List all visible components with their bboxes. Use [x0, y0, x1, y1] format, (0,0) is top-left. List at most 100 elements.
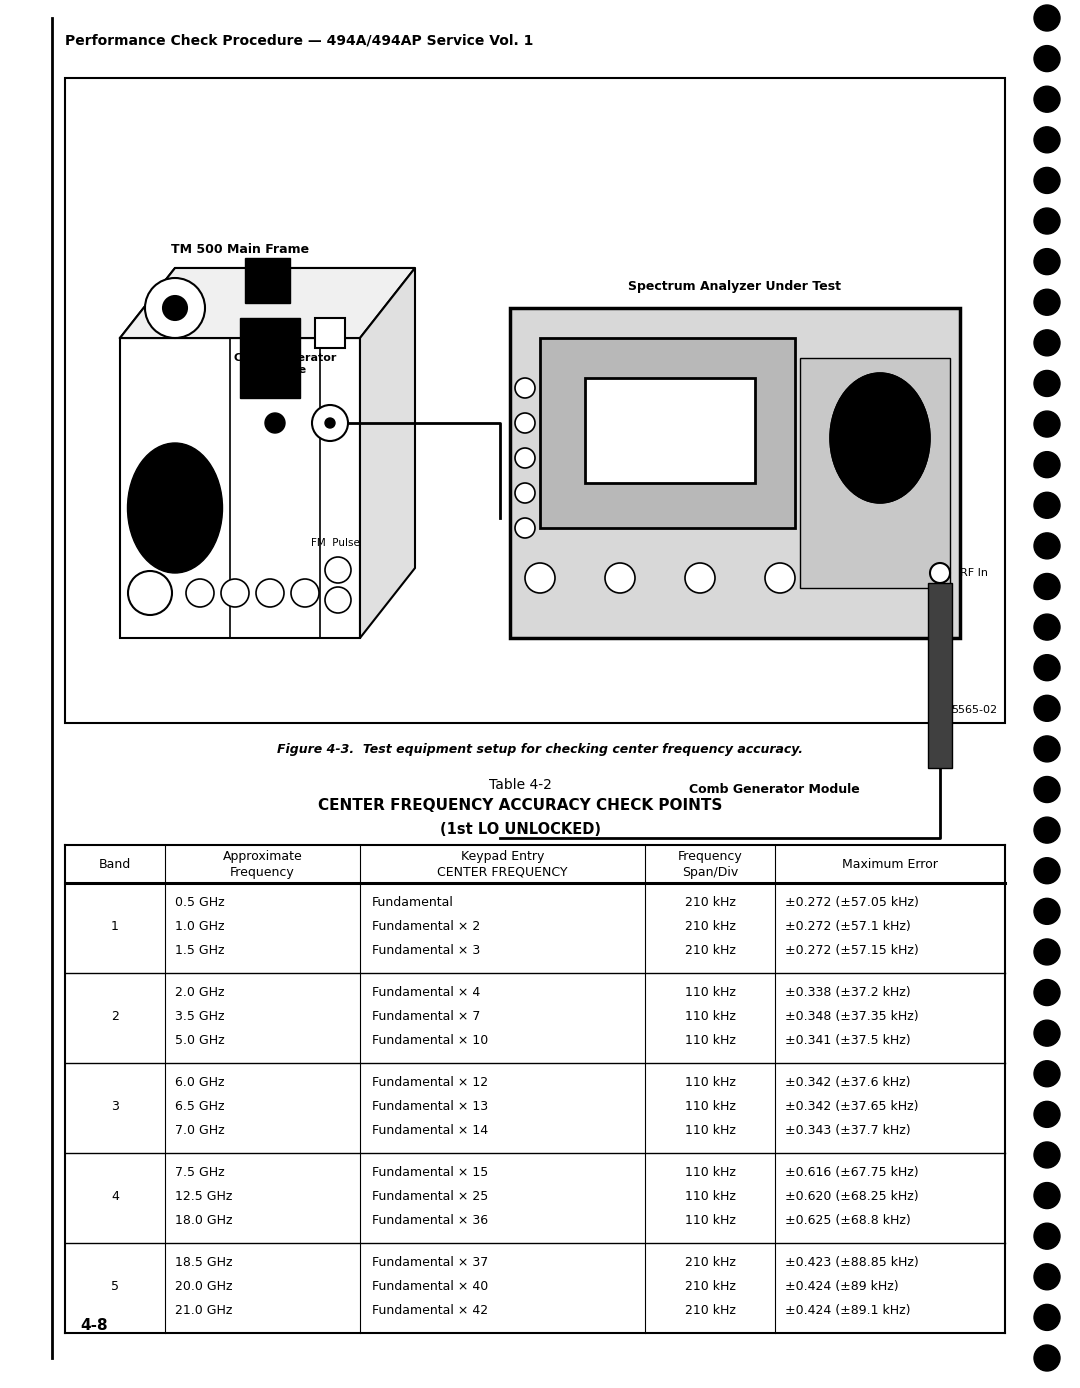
- Text: 7.0 GHz: 7.0 GHz: [175, 1124, 225, 1137]
- Circle shape: [765, 564, 795, 593]
- Circle shape: [1034, 613, 1059, 640]
- Text: 1.5 GHz: 1.5 GHz: [175, 944, 225, 956]
- Circle shape: [1034, 655, 1059, 680]
- Text: Band: Band: [99, 858, 131, 870]
- Text: ±0.342 (±37.65 kHz): ±0.342 (±37.65 kHz): [785, 1101, 918, 1113]
- Text: 110 kHz: 110 kHz: [685, 1190, 735, 1203]
- Text: 110 kHz: 110 kHz: [685, 1010, 735, 1023]
- Text: Fundamental × 10: Fundamental × 10: [372, 1034, 488, 1047]
- Text: 210 kHz: 210 kHz: [685, 920, 735, 933]
- Circle shape: [1034, 86, 1059, 112]
- Circle shape: [325, 418, 335, 428]
- Circle shape: [1034, 1305, 1059, 1330]
- Circle shape: [325, 587, 351, 613]
- Text: 5565-02: 5565-02: [950, 705, 997, 715]
- Circle shape: [1034, 736, 1059, 762]
- Circle shape: [515, 414, 535, 433]
- Circle shape: [1034, 938, 1059, 965]
- Circle shape: [186, 579, 214, 607]
- Text: 210 kHz: 210 kHz: [685, 897, 735, 909]
- Circle shape: [1034, 493, 1059, 518]
- Ellipse shape: [831, 373, 930, 502]
- Text: Maximum Error: Maximum Error: [842, 858, 937, 870]
- Ellipse shape: [127, 443, 222, 573]
- Circle shape: [1034, 573, 1059, 600]
- Circle shape: [1034, 371, 1059, 397]
- Circle shape: [1034, 1142, 1059, 1167]
- Circle shape: [1034, 168, 1059, 193]
- Text: Fundamental × 42: Fundamental × 42: [372, 1303, 488, 1317]
- Text: 110 kHz: 110 kHz: [685, 1101, 735, 1113]
- Text: Fundamental × 4: Fundamental × 4: [372, 985, 481, 999]
- Text: 1.0 GHz: 1.0 GHz: [175, 920, 225, 933]
- Circle shape: [256, 579, 284, 607]
- Circle shape: [312, 405, 348, 441]
- Circle shape: [1034, 1183, 1059, 1209]
- Text: 7.5 GHz: 7.5 GHz: [175, 1166, 225, 1178]
- Circle shape: [325, 557, 351, 583]
- Circle shape: [685, 564, 715, 593]
- Text: 110 kHz: 110 kHz: [685, 1034, 735, 1047]
- Text: 18.5 GHz: 18.5 GHz: [175, 1256, 232, 1269]
- Text: 0.5 GHz: 0.5 GHz: [175, 897, 225, 909]
- Bar: [510, 308, 960, 638]
- Circle shape: [1034, 126, 1059, 153]
- Circle shape: [163, 296, 187, 321]
- Text: Keypad Entry
CENTER FREQUENCY: Keypad Entry CENTER FREQUENCY: [437, 849, 568, 879]
- Text: 210 kHz: 210 kHz: [685, 1303, 735, 1317]
- Text: 2: 2: [111, 1010, 119, 1023]
- Text: 110 kHz: 110 kHz: [685, 1124, 735, 1137]
- Text: Fundamental × 25: Fundamental × 25: [372, 1190, 488, 1203]
- Circle shape: [1034, 451, 1059, 477]
- Text: Fundamental × 12: Fundamental × 12: [372, 1076, 488, 1090]
- Polygon shape: [120, 268, 415, 339]
- Bar: [240, 318, 300, 398]
- Text: 5.0 GHz: 5.0 GHz: [175, 1034, 225, 1047]
- Circle shape: [1034, 1101, 1059, 1127]
- Circle shape: [1034, 818, 1059, 843]
- Text: Frequency
Span/Div: Frequency Span/Div: [677, 849, 742, 879]
- Text: 110 kHz: 110 kHz: [685, 1166, 735, 1178]
- Circle shape: [515, 518, 535, 539]
- Circle shape: [129, 570, 172, 615]
- Text: Performance Check Procedure — 494A/494AP Service Vol. 1: Performance Check Procedure — 494A/494AP…: [65, 33, 534, 47]
- Circle shape: [1034, 858, 1059, 884]
- Circle shape: [525, 564, 555, 593]
- Circle shape: [291, 579, 319, 607]
- Text: 110 kHz: 110 kHz: [685, 1076, 735, 1090]
- Circle shape: [1034, 1060, 1059, 1087]
- Text: Table 4-2: Table 4-2: [488, 779, 552, 793]
- Text: Fundamental: Fundamental: [372, 897, 454, 909]
- Circle shape: [1034, 330, 1059, 355]
- Text: 210 kHz: 210 kHz: [685, 1280, 735, 1294]
- Text: ±0.272 (±57.1 kHz): ±0.272 (±57.1 kHz): [785, 920, 910, 933]
- Text: 3: 3: [111, 1101, 119, 1113]
- Text: Figure 4-3.  Test equipment setup for checking center frequency accuracy.: Figure 4-3. Test equipment setup for che…: [276, 743, 804, 756]
- Circle shape: [1034, 898, 1059, 924]
- Circle shape: [1034, 208, 1059, 235]
- Circle shape: [1034, 695, 1059, 722]
- Circle shape: [1034, 6, 1059, 31]
- Bar: [315, 318, 345, 348]
- Circle shape: [515, 483, 535, 502]
- Bar: [120, 339, 360, 638]
- Text: 18.0 GHz: 18.0 GHz: [175, 1214, 232, 1227]
- Circle shape: [1034, 1345, 1059, 1371]
- Text: 20.0 GHz: 20.0 GHz: [175, 1280, 232, 1294]
- Circle shape: [515, 378, 535, 398]
- Text: 12.5 GHz: 12.5 GHz: [175, 1190, 232, 1203]
- Text: 4-8: 4-8: [80, 1319, 108, 1332]
- Text: 110 kHz: 110 kHz: [685, 985, 735, 999]
- Text: Comb Generator
Source: Comb Generator Source: [233, 353, 336, 375]
- Text: ±0.272 (±57.05 kHz): ±0.272 (±57.05 kHz): [785, 897, 919, 909]
- Circle shape: [1034, 1020, 1059, 1047]
- Text: (1st LO UNLOCKED): (1st LO UNLOCKED): [440, 822, 600, 837]
- Text: Fundamental × 14: Fundamental × 14: [372, 1124, 488, 1137]
- Circle shape: [1034, 248, 1059, 275]
- Text: ±0.625 (±68.8 kHz): ±0.625 (±68.8 kHz): [785, 1214, 910, 1227]
- Text: CENTER FREQUENCY ACCURACY CHECK POINTS: CENTER FREQUENCY ACCURACY CHECK POINTS: [318, 798, 723, 813]
- Text: Approximate
Frequency: Approximate Frequency: [222, 849, 302, 879]
- Circle shape: [221, 579, 249, 607]
- Text: Spectrum Analyzer Under Test: Spectrum Analyzer Under Test: [629, 280, 841, 293]
- Text: Fundamental × 3: Fundamental × 3: [372, 944, 481, 956]
